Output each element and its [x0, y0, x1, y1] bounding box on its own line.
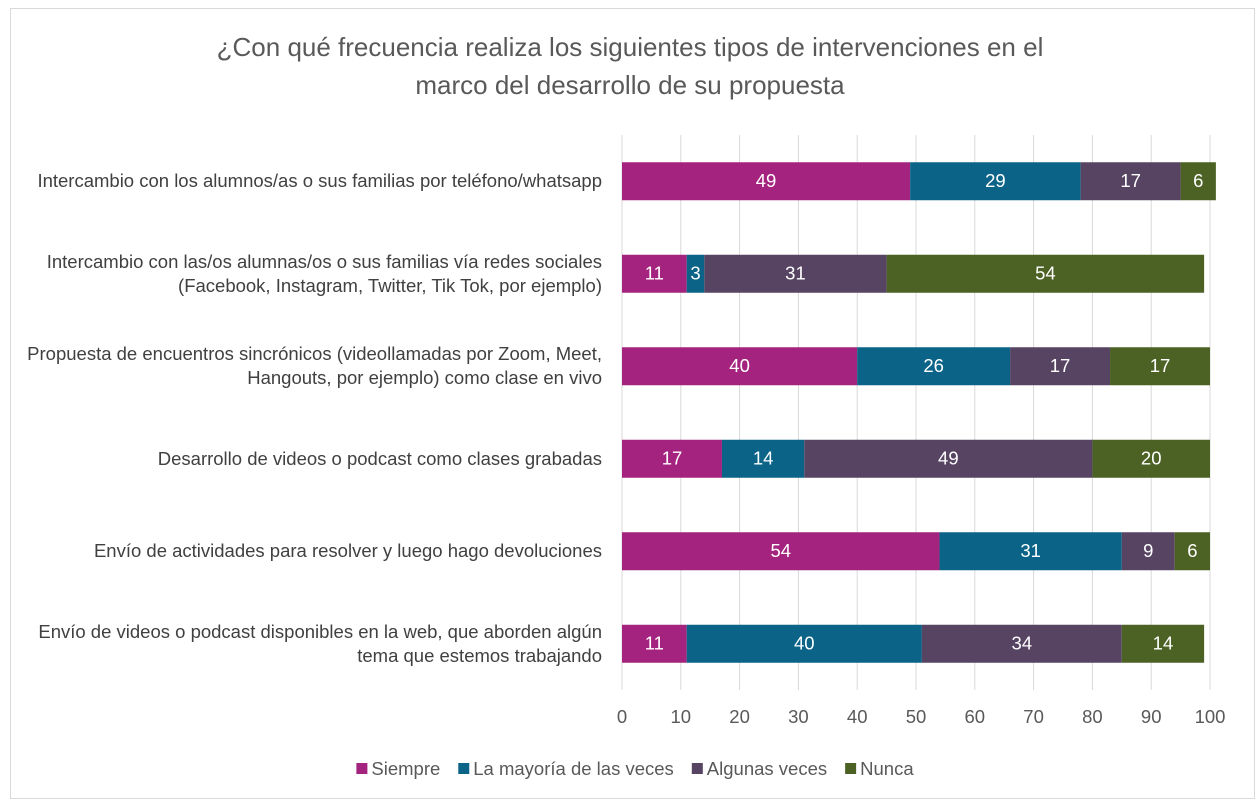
x-tick-label: 40 [847, 706, 868, 727]
data-label: 6 [1187, 540, 1197, 561]
bar-segment [622, 347, 858, 386]
data-label: 11 [645, 263, 664, 284]
bar-segment [622, 254, 687, 293]
category-label: Intercambio con los alumnos/as o sus fam… [37, 170, 602, 192]
chart-title: ¿Con qué frecuencia realiza los siguient… [216, 32, 1044, 100]
bar-segment [804, 439, 1093, 478]
data-label: 9 [1143, 540, 1153, 561]
bar-segment [622, 162, 911, 201]
data-label: 17 [1150, 355, 1171, 376]
bar-segment [939, 532, 1122, 571]
data-label: 54 [770, 540, 791, 561]
category-label: Envío de videos o podcast disponibles en… [38, 620, 602, 666]
x-tick-label: 10 [671, 706, 692, 727]
legend-swatch [458, 763, 470, 774]
data-label: 34 [1012, 633, 1033, 654]
category-label: Propuesta de encuentros sincrónicos (vid… [27, 343, 602, 389]
category-label: Desarrollo de videos o podcast como clas… [157, 447, 602, 469]
bar-segment [1121, 624, 1205, 663]
bar-segment [622, 624, 687, 663]
x-tick-label: 20 [729, 706, 750, 727]
bar-segment [1110, 347, 1210, 386]
bar-segment [622, 532, 940, 571]
bar-segment [1010, 347, 1111, 386]
data-label: 6 [1193, 170, 1203, 191]
bar-segment [1080, 162, 1181, 201]
legend-swatch [845, 763, 857, 774]
bar-segment [921, 624, 1122, 663]
bar-segment [857, 347, 1011, 386]
data-label: 14 [753, 448, 774, 469]
data-label: 49 [938, 448, 959, 469]
data-label: 3 [690, 263, 700, 284]
category-label: Intercambio con las/os alumnas/os o sus … [46, 250, 602, 296]
bar-segment [622, 439, 722, 478]
data-label: 40 [729, 355, 750, 376]
x-tick-label: 80 [1082, 706, 1103, 727]
legend-label: Siempre [371, 758, 440, 779]
legend-label: Algunas veces [707, 758, 827, 779]
legend-swatch [356, 763, 368, 774]
data-label: 31 [1020, 540, 1041, 561]
data-label: 11 [645, 633, 664, 654]
bar-segment [910, 162, 1081, 201]
data-label: 49 [756, 170, 777, 191]
bar-segment [886, 254, 1205, 293]
category-label: Envío de actividades para resolver y lue… [93, 540, 602, 562]
x-tick-label: 100 [1195, 706, 1226, 727]
data-label: 20 [1141, 448, 1162, 469]
bar-segment [1180, 162, 1216, 201]
bar-segment [686, 624, 922, 663]
bar-segment [686, 254, 705, 293]
bar-segment [1174, 532, 1210, 571]
data-label: 26 [923, 355, 944, 376]
data-label: 29 [985, 170, 1006, 191]
x-tick-label: 90 [1141, 706, 1162, 727]
x-tick-label: 60 [965, 706, 986, 727]
data-label: 31 [785, 263, 806, 284]
x-tick-label: 70 [1023, 706, 1044, 727]
x-tick-label: 30 [788, 706, 809, 727]
data-label: 17 [1050, 355, 1071, 376]
legend-label: Nunca [860, 758, 914, 779]
bar-segment [1092, 439, 1210, 478]
data-label: 40 [794, 633, 815, 654]
bar-segment [721, 439, 805, 478]
x-tick-label: 50 [906, 706, 927, 727]
data-label: 14 [1153, 633, 1174, 654]
data-label: 17 [662, 448, 683, 469]
bar-segment [1121, 532, 1175, 571]
data-label: 54 [1035, 263, 1056, 284]
legend-label: La mayoría de las veces [473, 758, 674, 779]
data-label: 17 [1120, 170, 1141, 191]
x-tick-label: 0 [617, 706, 627, 727]
bar-segment [704, 254, 887, 293]
chart-frame [10, 8, 1255, 799]
legend-swatch [691, 763, 703, 774]
